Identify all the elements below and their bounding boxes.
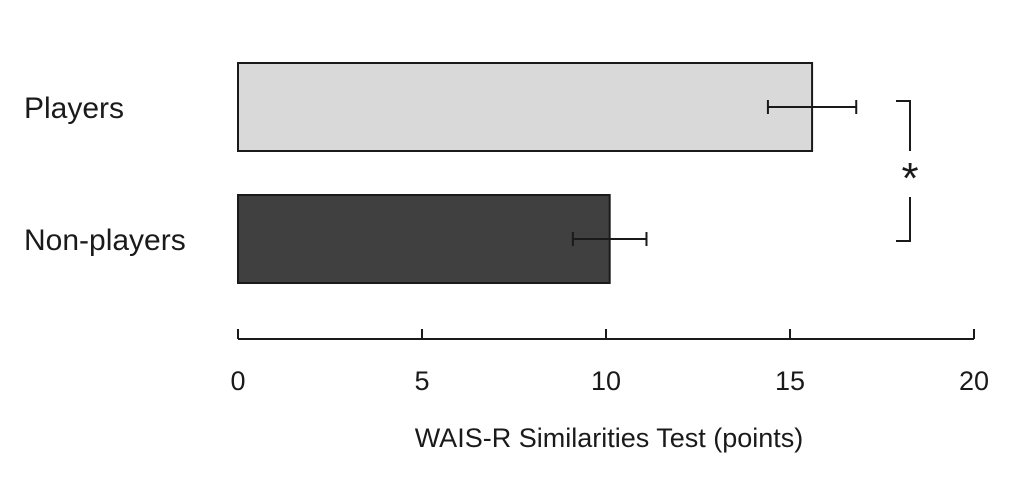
- x-axis-ticks: 0 5 10 15 20: [230, 329, 989, 396]
- bar-non-players: [237, 194, 611, 284]
- x-tick-label-15: 15: [775, 366, 805, 396]
- category-label-non-players: Non-players: [24, 224, 186, 257]
- significance-bracket: *: [896, 100, 919, 242]
- category-label-players: Players: [24, 92, 124, 125]
- error-bar-non-players: [571, 232, 648, 246]
- x-tick-label-0: 0: [230, 366, 245, 396]
- category-labels: Players Non-players: [24, 92, 186, 257]
- x-tick-label-5: 5: [414, 366, 429, 396]
- significance-asterisk: *: [901, 154, 918, 203]
- error-bar-players: [766, 100, 858, 114]
- bar-players: [237, 62, 814, 152]
- x-tick-label-10: 10: [591, 366, 621, 396]
- bars-layer: [237, 62, 814, 284]
- x-tick-label-20: 20: [959, 366, 989, 396]
- error-bars-layer: [571, 100, 858, 246]
- significance-bracket-top: [896, 100, 911, 151]
- significance-bracket-bottom: [896, 197, 911, 242]
- x-axis-title: WAIS-R Similarities Test (points): [415, 423, 804, 453]
